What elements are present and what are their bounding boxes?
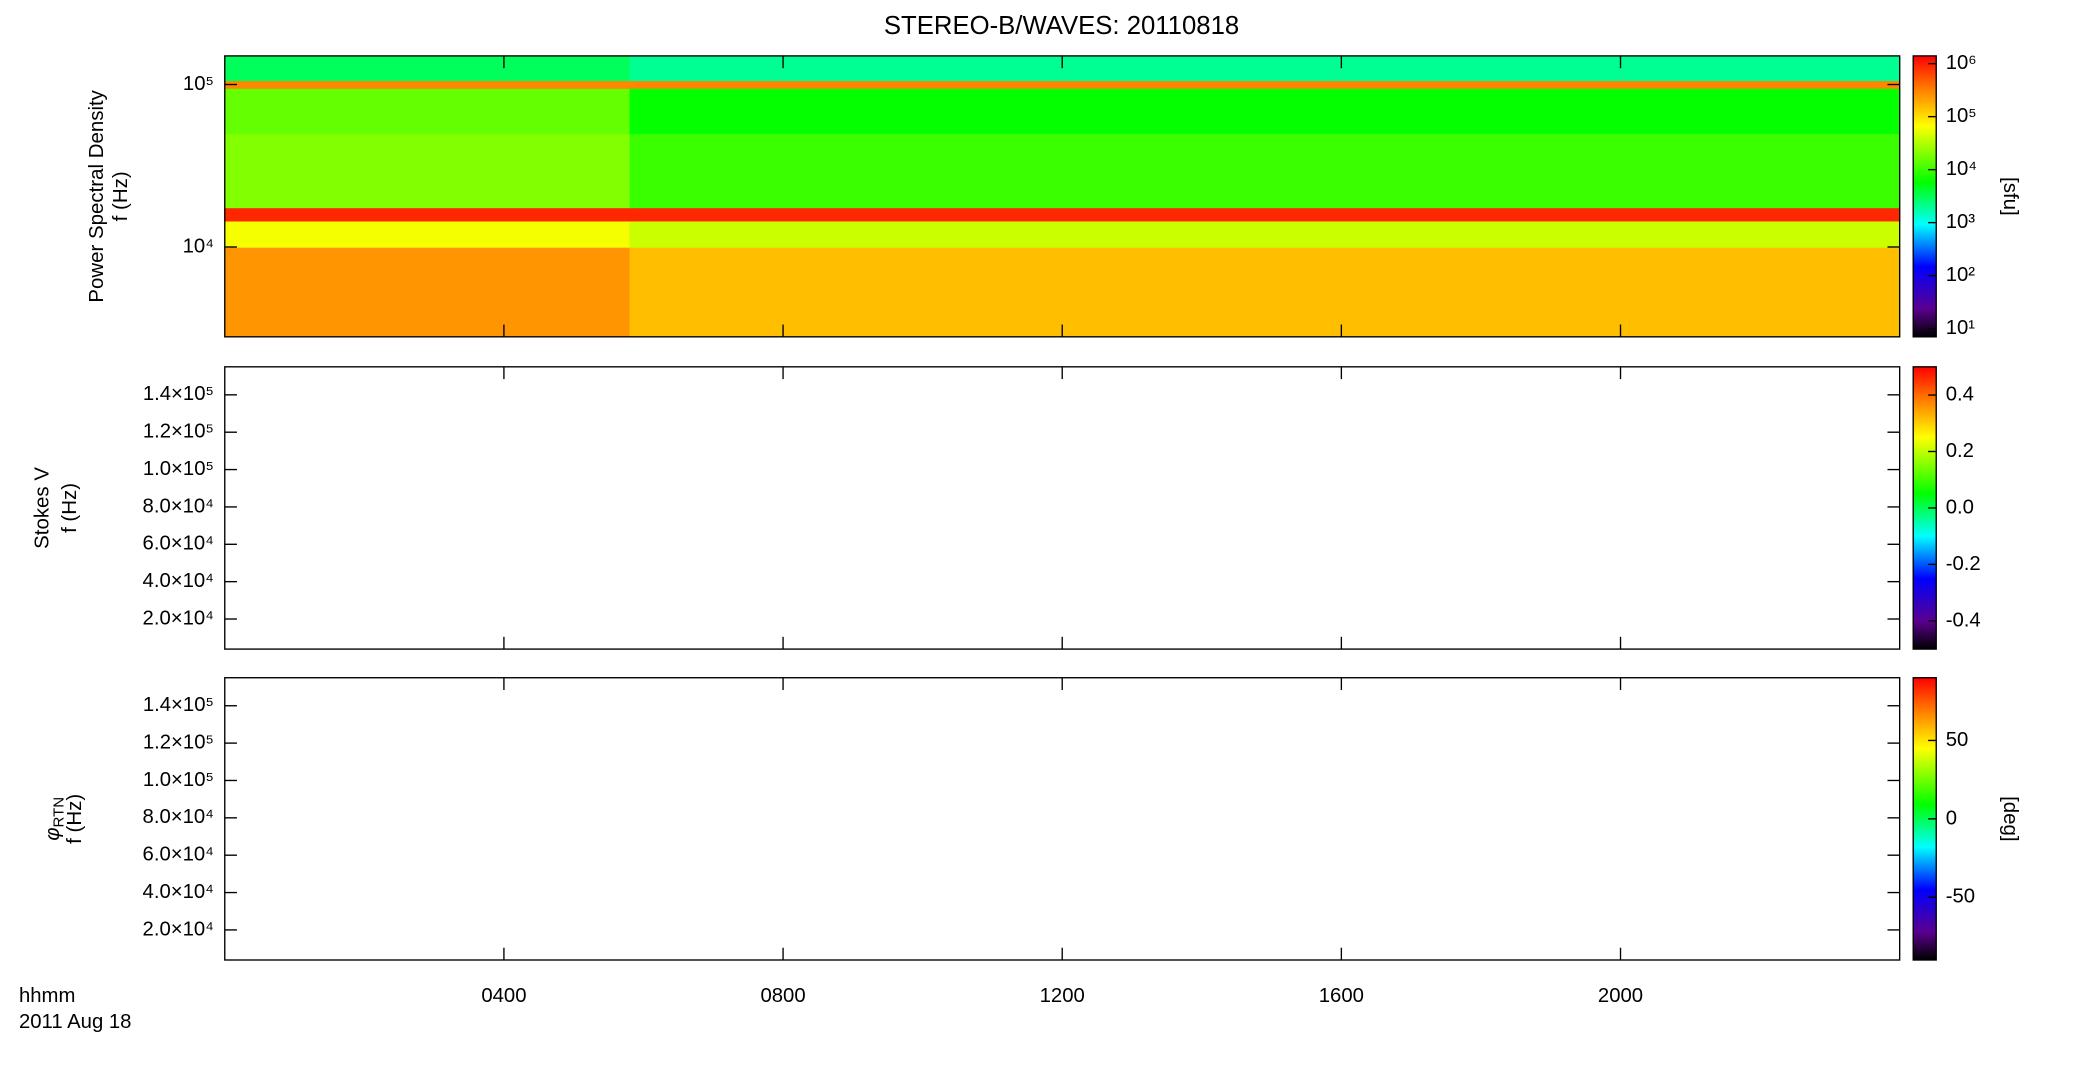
y-tick-label: 6.0×10⁴ — [143, 533, 214, 555]
y-axis-unit: f (Hz) — [110, 171, 132, 221]
y-axis-unit: f (Hz) — [64, 794, 86, 844]
colorbar-label: [deg] — [1999, 796, 2021, 841]
heatmap-cell — [224, 220, 631, 248]
colorbar-tick-label: -0.4 — [1946, 609, 1981, 631]
colorbar — [1912, 55, 1937, 338]
y-tick-label: 4.0×10⁴ — [143, 881, 214, 903]
y-tick-label: 8.0×10⁴ — [143, 495, 214, 517]
x-tick-label: 1200 — [1040, 985, 1085, 1007]
plot-frame — [224, 366, 1901, 650]
colorbar-tick-label: 0.4 — [1946, 383, 1974, 405]
heatmap-cell — [224, 55, 631, 82]
y-axis-label: Stokes V — [32, 467, 54, 549]
chart-title: STEREO-B/WAVES: 20110818 — [884, 12, 1239, 40]
y-tick-label: 10⁵ — [183, 73, 214, 95]
colorbar-tick-label: -50 — [1946, 886, 1975, 908]
y-tick-label: 1.2×10⁵ — [143, 421, 214, 443]
colorbar-label: [sfu] — [1999, 177, 2021, 216]
heatmap-cell — [224, 80, 631, 89]
heatmap-cell — [224, 133, 631, 209]
colorbar-tick-label: 10³ — [1946, 211, 1976, 233]
heatmap-cell — [629, 55, 1901, 82]
heatmap-cell — [629, 80, 1901, 89]
x-tick-label: 0400 — [481, 985, 526, 1007]
colorbar-tick-label: -0.2 — [1946, 553, 1981, 575]
y-axis-label: φRTN — [43, 797, 68, 841]
y-tick-label: 1.2×10⁵ — [143, 731, 214, 753]
y-tick-label: 10⁴ — [183, 235, 214, 257]
heatmap-cell — [224, 207, 631, 222]
x-tick-label: 2000 — [1598, 985, 1643, 1007]
colorbar-tick-label: 0.2 — [1946, 440, 1974, 462]
heatmap-cell — [629, 88, 1901, 135]
x-tick-label: 0800 — [760, 985, 805, 1007]
y-axis-unit: f (Hz) — [59, 483, 81, 533]
date-label: 2011 Aug 18 — [19, 1011, 132, 1033]
heatmap-cell — [629, 246, 1901, 338]
time-label: hhmm — [19, 985, 75, 1007]
y-tick-label: 2.0×10⁴ — [143, 918, 214, 940]
colorbar-tick-label: 10⁴ — [1946, 158, 1977, 180]
y-tick-label: 1.0×10⁵ — [143, 458, 214, 480]
y-tick-label: 2.0×10⁴ — [143, 607, 214, 629]
plot-frame — [224, 677, 1901, 961]
y-tick-label: 6.0×10⁴ — [143, 844, 214, 866]
colorbar-tick-label: 10² — [1946, 264, 1976, 286]
y-tick-label: 1.0×10⁵ — [143, 769, 214, 791]
y-tick-label: 4.0×10⁴ — [143, 570, 214, 592]
heatmap-cell — [629, 207, 1901, 222]
heatmap-cell — [629, 220, 1901, 248]
y-tick-label: 1.4×10⁵ — [143, 383, 214, 405]
y-axis-label: Power Spectral Density — [86, 89, 108, 302]
colorbar-tick-label: 0 — [1946, 807, 1957, 829]
colorbar-tick-label: 10¹ — [1946, 317, 1976, 339]
heatmap-cell — [629, 133, 1901, 209]
x-tick-label: 1600 — [1319, 985, 1364, 1007]
colorbar-tick-label: 0.0 — [1946, 496, 1974, 518]
y-axis-symbol: φ — [43, 827, 65, 840]
colorbar-tick-label: 50 — [1946, 729, 1969, 751]
colorbar-tick-label: 10⁶ — [1946, 52, 1977, 74]
y-tick-label: 1.4×10⁵ — [143, 694, 214, 716]
y-axis-subscript: RTN — [51, 797, 68, 828]
y-tick-label: 8.0×10⁴ — [143, 806, 214, 828]
colorbar-tick-label: 10⁵ — [1946, 105, 1977, 127]
heatmap-cell — [224, 246, 631, 338]
heatmap-cell — [224, 88, 631, 135]
